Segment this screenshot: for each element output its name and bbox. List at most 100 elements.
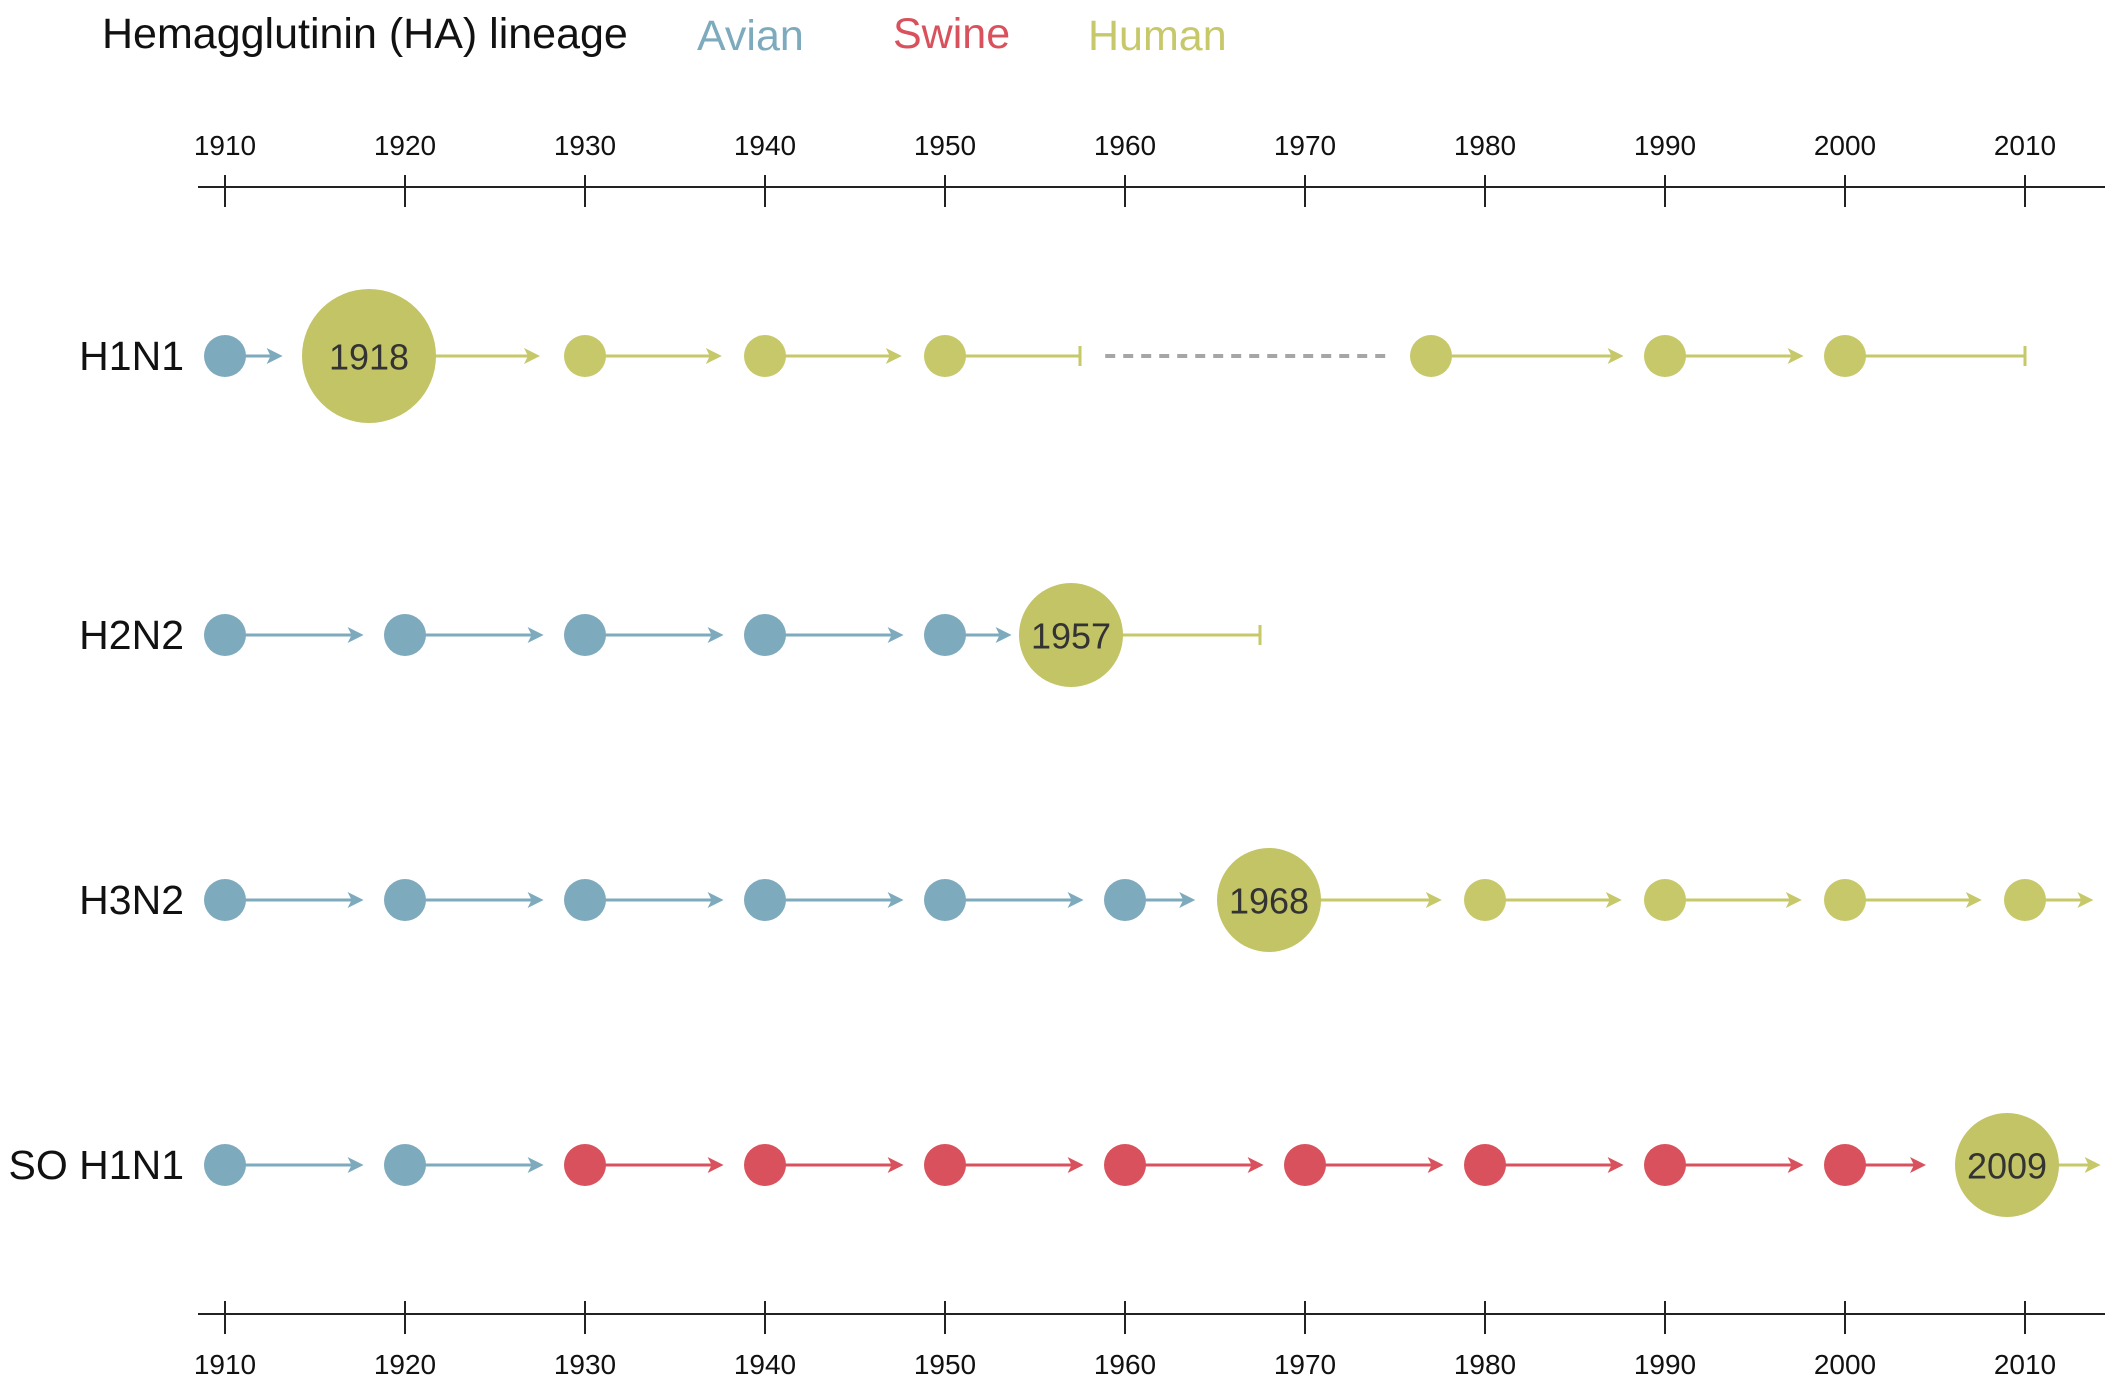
legend-swine: Swine xyxy=(893,10,1010,58)
top-tick-label: 1990 xyxy=(1634,130,1696,161)
human-node xyxy=(1644,879,1686,921)
arrowhead-icon xyxy=(1605,892,1622,908)
swine-node xyxy=(1824,1144,1866,1186)
arrowhead-icon xyxy=(1179,892,1196,908)
lineage-row-h3n2: H3N2 1968 xyxy=(79,848,2094,952)
lineage-row-so-h1n1: SO H1N1 2009 xyxy=(9,1113,2101,1217)
bottom-tick-label: 1950 xyxy=(914,1349,976,1380)
pandemic-year-label: 1968 xyxy=(1229,881,1309,922)
bottom-tick-label: 1920 xyxy=(374,1349,436,1380)
arrowhead-icon xyxy=(1785,892,1802,908)
bottom-tick-label: 2010 xyxy=(1994,1349,2056,1380)
top-tick-label: 1940 xyxy=(734,130,796,161)
bottom-tick-label: 1990 xyxy=(1634,1349,1696,1380)
swine-node xyxy=(924,1144,966,1186)
human-node xyxy=(744,335,786,377)
bottom-tick-label: 1930 xyxy=(554,1349,616,1380)
pandemic-node xyxy=(1217,848,1321,952)
row-label: SO H1N1 xyxy=(9,1142,184,1188)
arrowhead-icon xyxy=(1965,892,1982,908)
arrowhead-icon xyxy=(885,348,902,364)
arrowhead-icon xyxy=(1067,1157,1084,1173)
avian-node xyxy=(744,879,786,921)
avian-node xyxy=(204,1144,246,1186)
arrowhead-icon xyxy=(995,627,1012,643)
arrowhead-icon xyxy=(707,892,724,908)
swine-node xyxy=(1104,1144,1146,1186)
arrowhead-icon xyxy=(2084,1157,2101,1173)
arrowhead-icon xyxy=(1910,1157,1926,1173)
pandemic-year-label: 1957 xyxy=(1031,616,1111,657)
arrowhead-icon xyxy=(1787,348,1804,364)
top-tick-label: 1920 xyxy=(374,130,436,161)
top-tick-label: 1970 xyxy=(1274,130,1336,161)
top-time-axis: 1910 1920 1930 1940 1950 1960 1970 1980 1990 2000… xyxy=(194,130,2105,207)
bottom-tick-label: 1940 xyxy=(734,1349,796,1380)
pandemic-node xyxy=(302,289,436,423)
arrowhead-icon xyxy=(527,892,544,908)
arrowhead-icon xyxy=(1607,1157,1624,1173)
arrowhead-icon xyxy=(1427,1157,1444,1173)
avian-node xyxy=(384,614,426,656)
legend-human: Human xyxy=(1088,12,1227,60)
arrowhead-icon xyxy=(266,348,283,364)
lineage-rows: H1N1 1918 H2N2 1957 H3N2 1968 SO H1N1 2009 xyxy=(9,289,2101,1217)
human-node xyxy=(924,335,966,377)
lineage-row-h2n2: H2N2 1957 xyxy=(79,583,1262,687)
arrowhead-icon xyxy=(524,348,540,364)
top-tick-label: 1960 xyxy=(1094,130,1156,161)
arrowhead-icon xyxy=(347,627,364,643)
human-node xyxy=(2004,879,2046,921)
arrowhead-icon xyxy=(527,627,544,643)
arrowhead-icon xyxy=(707,627,724,643)
avian-node xyxy=(204,335,246,377)
lineage-row-h1n1: H1N1 1918 xyxy=(79,289,2027,423)
arrowhead-icon xyxy=(1067,892,1084,908)
swine-node xyxy=(564,1144,606,1186)
avian-node xyxy=(564,879,606,921)
arrowhead-icon xyxy=(1787,1157,1804,1173)
arrowhead-icon xyxy=(1247,1157,1264,1173)
avian-node xyxy=(924,614,966,656)
bottom-tick-label: 1960 xyxy=(1094,1349,1156,1380)
bottom-tick-label: 1970 xyxy=(1274,1349,1336,1380)
row-label: H2N2 xyxy=(79,612,184,658)
diagram-title: Hemagglutinin (HA) lineage xyxy=(102,10,628,58)
pandemic-node xyxy=(1955,1113,2059,1217)
arrowhead-icon xyxy=(705,348,722,364)
human-node xyxy=(1410,335,1452,377)
pandemic-node xyxy=(1019,583,1123,687)
avian-node xyxy=(924,879,966,921)
swine-node xyxy=(1464,1144,1506,1186)
avian-node xyxy=(204,879,246,921)
arrowhead-icon xyxy=(1607,348,1624,364)
row-label: H3N2 xyxy=(79,877,184,923)
human-node xyxy=(564,335,606,377)
avian-node xyxy=(744,614,786,656)
top-tick-label: 1980 xyxy=(1454,130,1516,161)
swine-node xyxy=(1284,1144,1326,1186)
human-node xyxy=(1644,335,1686,377)
avian-node xyxy=(384,879,426,921)
legend-avian: Avian xyxy=(697,12,804,60)
arrowhead-icon xyxy=(2077,892,2094,908)
bottom-tick-label: 1910 xyxy=(194,1349,256,1380)
human-node xyxy=(1464,879,1506,921)
human-node xyxy=(1824,879,1866,921)
arrowhead-icon xyxy=(887,1157,904,1173)
swine-node xyxy=(744,1144,786,1186)
top-tick-label: 2000 xyxy=(1814,130,1876,161)
bottom-tick-label: 2000 xyxy=(1814,1349,1876,1380)
arrowhead-icon xyxy=(347,892,364,908)
row-label: H1N1 xyxy=(79,333,184,379)
arrowhead-icon xyxy=(1425,892,1442,908)
top-tick-label: 2010 xyxy=(1994,130,2056,161)
avian-node xyxy=(1104,879,1146,921)
bottom-tick-label: 1980 xyxy=(1454,1349,1516,1380)
pandemic-year-label: 2009 xyxy=(1967,1146,2047,1187)
arrowhead-icon xyxy=(887,627,904,643)
arrowhead-icon xyxy=(347,1157,364,1173)
arrowhead-icon xyxy=(527,1157,544,1173)
top-tick-label: 1930 xyxy=(554,130,616,161)
